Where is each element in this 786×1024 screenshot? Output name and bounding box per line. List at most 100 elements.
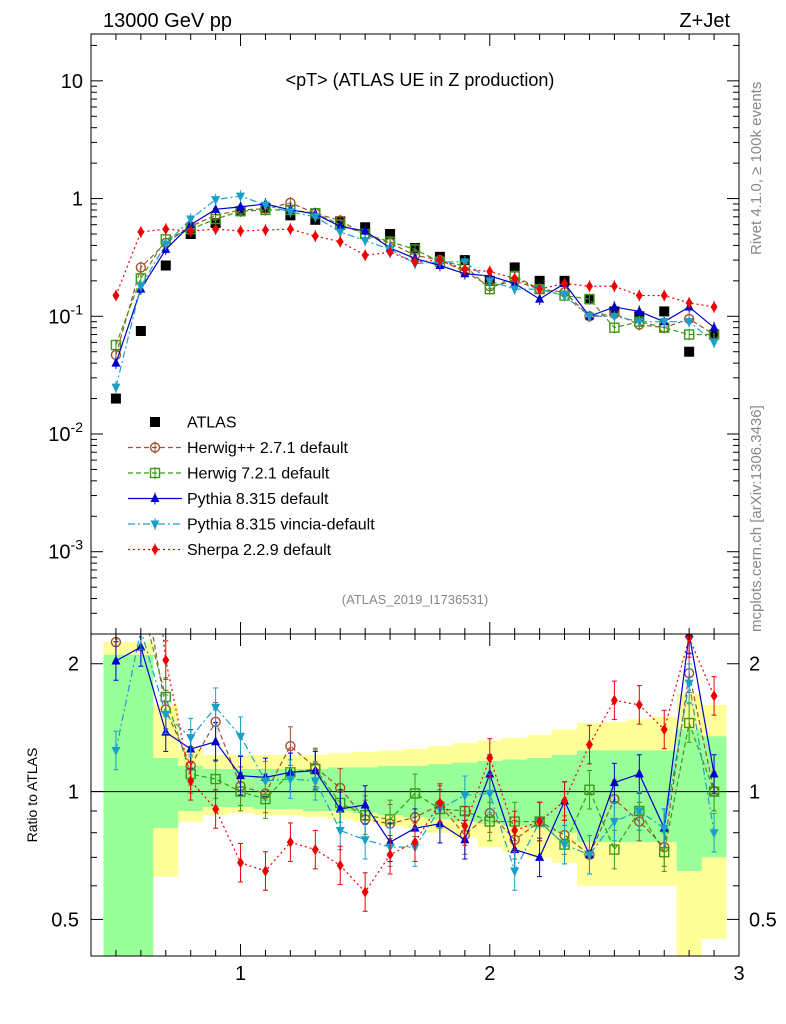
ratio-point [161, 710, 171, 720]
data-point [360, 225, 370, 235]
data-point [261, 224, 269, 236]
ratio-point [609, 844, 620, 855]
ratio-point [335, 803, 345, 813]
data-point [709, 338, 719, 348]
ratio-y-tick-label-right: 1 [749, 782, 760, 804]
data-point [137, 226, 145, 238]
ratio-point [461, 820, 469, 832]
ratio-point [261, 865, 269, 877]
data-point [162, 223, 170, 235]
data-point [534, 275, 545, 286]
legend-entry: Herwig++ 2.7.1 default [128, 440, 349, 457]
ratio-point [236, 732, 246, 742]
data-point [560, 292, 570, 302]
ratio-point [659, 824, 669, 834]
legend-marker [150, 520, 160, 530]
data-point [135, 262, 147, 273]
ratio-point [684, 679, 694, 689]
data-point [411, 256, 419, 268]
data-point [585, 280, 593, 292]
main-y-tick-label: 10 [61, 71, 83, 93]
legend-entry: Pythia 8.315 vincia-default [128, 517, 375, 534]
data-point [110, 339, 122, 351]
tick-base: 10 [48, 306, 70, 328]
ratio-point [683, 717, 695, 729]
ratio-point [211, 736, 221, 746]
ratio-point [211, 703, 221, 713]
ratio-point [436, 797, 444, 809]
data-point [186, 215, 196, 225]
ratio-point [609, 777, 619, 787]
data-point [486, 266, 494, 278]
data-point [659, 306, 670, 317]
legend-marker [150, 493, 160, 502]
data-point [335, 228, 345, 238]
ratio-point [709, 829, 719, 839]
ratio-point [336, 859, 344, 871]
data-point [386, 246, 394, 258]
analysis-label: (ATLAS_2019_I1736531) [342, 592, 488, 607]
x-tick-label: 1 [235, 963, 246, 985]
data-point [236, 201, 246, 211]
data-point [609, 312, 619, 322]
process-label: Z+Jet [679, 10, 730, 32]
ratio-point [411, 836, 419, 848]
ratio-point [584, 784, 595, 795]
series-2 [110, 204, 720, 351]
ratio-point [186, 734, 196, 744]
ratio-point [162, 654, 170, 666]
ratio-point [609, 818, 619, 828]
main-series-group [110, 190, 720, 404]
data-point [634, 305, 644, 315]
data-point [260, 201, 270, 211]
data-point [285, 208, 295, 218]
ratio-point [660, 724, 668, 736]
ratio-point [561, 795, 569, 807]
data-point [710, 301, 718, 313]
data-point [211, 203, 221, 213]
legend-label: Pythia 8.315 default [187, 491, 329, 508]
ratio-point [634, 807, 644, 817]
legend-label: Sherpa 2.2.9 default [187, 542, 332, 559]
ratio-point [386, 849, 394, 861]
data-point [135, 325, 146, 336]
ratio-point [111, 655, 121, 665]
legend-marker [150, 417, 160, 427]
ratio-point [210, 773, 221, 785]
ratio-series-4 [162, 634, 718, 912]
legend-marker [149, 442, 161, 453]
mcplots-label: mcplots.cern.ch [arXiv:1306.3436] [748, 405, 765, 632]
ratio-y-tick-label-right: 0.5 [749, 909, 777, 931]
series-0 [110, 203, 720, 404]
ratio-point [111, 746, 121, 756]
ratio-point [335, 826, 345, 836]
ratio-point [361, 886, 369, 898]
ratio-point [584, 851, 594, 861]
energy-label: 13000 GeV pp [103, 10, 232, 32]
data-point [111, 383, 121, 393]
ratio-point [236, 770, 246, 780]
data-point [360, 237, 370, 247]
ratio-point [535, 851, 545, 861]
legend-entry: Herwig 7.2.1 default [128, 466, 330, 483]
data-point [659, 318, 669, 328]
main-y-tick-label: 10-3 [48, 537, 83, 564]
ratio-series-group [110, 634, 720, 912]
data-point [609, 301, 619, 311]
ratio-y-tick-label: 0.5 [51, 909, 79, 931]
data-point [335, 220, 345, 230]
data-point [709, 322, 719, 332]
legend-label: Pythia 8.315 vincia-default [187, 517, 375, 534]
ratio-point [285, 775, 295, 785]
data-point [684, 346, 695, 357]
data-point [111, 357, 121, 367]
ratio-point [409, 788, 421, 799]
ratio-point [560, 841, 570, 851]
tick-exponent: -2 [71, 419, 84, 435]
data-point [112, 290, 120, 302]
data-point [485, 277, 495, 287]
data-point [237, 225, 245, 237]
ratio-point [536, 816, 544, 828]
ratio-point [485, 789, 495, 799]
